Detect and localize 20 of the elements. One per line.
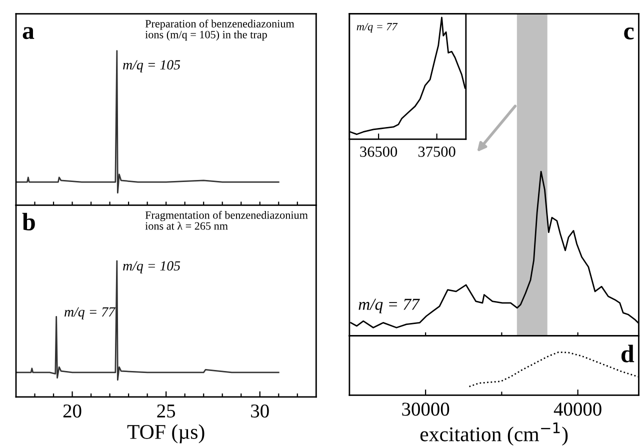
text: Preparation of benzenediazonium ions (m/q = 105) in the trap <box>145 20 294 41</box>
x-tick-label: 40000 <box>554 402 602 416</box>
text: Fragmentation of benzenediazonium ions at λ = 265 nm <box>145 210 308 230</box>
annotation: m/q = 105 <box>123 261 180 274</box>
annotation: m/q = 77 <box>64 307 116 320</box>
x-axis-title: excitation (cm$^{−1}$) <box>420 422 568 446</box>
annotation: m/q = 77 <box>356 22 398 33</box>
x-axis-title: TOF (µs) <box>127 424 204 444</box>
annotation: m/q = 105 <box>123 60 180 72</box>
annotation: d <box>621 344 634 362</box>
text: b <box>22 212 35 230</box>
x-tick-label: 30000 <box>402 402 450 416</box>
x-tick-label: 25 <box>157 404 176 418</box>
x-tick-label: 36500 <box>360 146 398 157</box>
text: a <box>22 27 34 40</box>
text: c <box>624 27 634 40</box>
annotation: m/q = 77 <box>358 298 420 314</box>
x-tick-label: 37500 <box>418 146 456 157</box>
x-tick-label: 20 <box>63 404 82 418</box>
x-tick-label: 30 <box>251 404 269 418</box>
